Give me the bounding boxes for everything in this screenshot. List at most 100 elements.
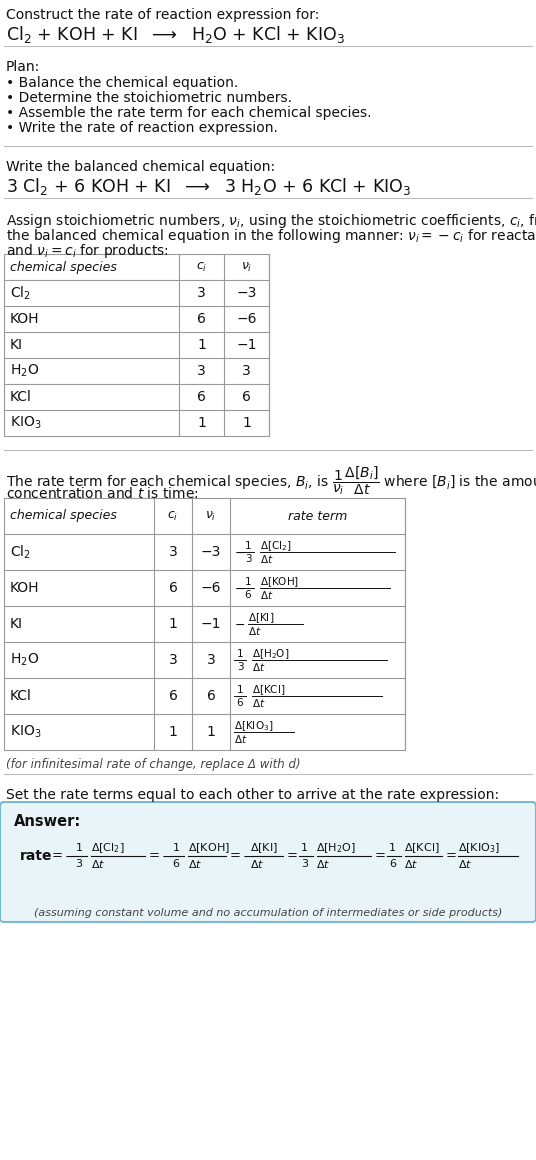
Text: chemical species: chemical species [10, 261, 117, 274]
Text: =: = [52, 849, 63, 863]
Text: The rate term for each chemical species, $B_i$, is $\dfrac{1}{\nu_i}\dfrac{\Delt: The rate term for each chemical species,… [6, 464, 536, 496]
Text: $c_i$: $c_i$ [196, 261, 207, 274]
Text: $-$: $-$ [242, 849, 253, 863]
Text: =: = [287, 849, 297, 863]
Text: $\Delta$[KOH]: $\Delta$[KOH] [188, 841, 230, 855]
Text: 6: 6 [168, 581, 177, 595]
Text: $\Delta t$: $\Delta t$ [91, 858, 105, 870]
Text: 1: 1 [389, 843, 396, 853]
Text: $\Delta[\mathrm{Cl_2}]$: $\Delta[\mathrm{Cl_2}]$ [260, 539, 292, 553]
Text: $\Delta t$: $\Delta t$ [260, 589, 273, 601]
Text: H$_2$O: H$_2$O [10, 363, 39, 379]
Text: KI: KI [10, 338, 23, 351]
Text: 1: 1 [197, 338, 206, 351]
Text: 1: 1 [237, 686, 243, 695]
Text: =: = [446, 849, 457, 863]
Text: 6: 6 [245, 590, 251, 600]
Text: • Determine the stoichiometric numbers.: • Determine the stoichiometric numbers. [6, 90, 292, 106]
Text: $\Delta[\mathrm{KCl}]$: $\Delta[\mathrm{KCl}]$ [252, 683, 285, 697]
Text: rate: rate [20, 849, 53, 863]
Text: $\Delta[\mathrm{KI}]$: $\Delta[\mathrm{KI}]$ [248, 611, 274, 625]
Text: 6: 6 [168, 689, 177, 703]
Bar [4, 498, 405, 751]
Text: =: = [229, 849, 241, 863]
Text: −3: −3 [236, 287, 257, 300]
Text: KIO$_3$: KIO$_3$ [10, 724, 42, 740]
FancyBboxPatch shape [0, 802, 536, 922]
Text: =: = [149, 849, 160, 863]
Text: and $\nu_i = c_i$ for products:: and $\nu_i = c_i$ for products: [6, 242, 169, 260]
Text: chemical species: chemical species [10, 509, 117, 522]
Text: −6: −6 [201, 581, 221, 595]
Text: $\Delta t$: $\Delta t$ [252, 697, 265, 709]
Text: $\Delta[\mathrm{KIO_3}]$: $\Delta[\mathrm{KIO_3}]$ [234, 719, 273, 733]
Text: 3: 3 [169, 545, 177, 559]
Text: 1: 1 [206, 725, 215, 739]
Text: KOH: KOH [10, 312, 40, 326]
Text: −1: −1 [201, 617, 221, 631]
Text: 3: 3 [197, 287, 206, 300]
Text: the balanced chemical equation in the following manner: $\nu_i = -c_i$ for react: the balanced chemical equation in the fo… [6, 227, 536, 245]
Text: 1: 1 [197, 416, 206, 430]
Text: $-$: $-$ [234, 617, 245, 631]
Text: $\nu_i$: $\nu_i$ [241, 261, 252, 274]
Text: 1: 1 [245, 577, 251, 587]
Text: (assuming constant volume and no accumulation of intermediates or side products): (assuming constant volume and no accumul… [34, 908, 502, 918]
Text: 6: 6 [197, 390, 206, 404]
Text: KOH: KOH [10, 581, 40, 595]
Text: KCl: KCl [10, 390, 32, 404]
Text: $\Delta$[H$_2$O]: $\Delta$[H$_2$O] [316, 841, 356, 855]
Text: 6: 6 [206, 689, 215, 703]
Text: $\Delta t$: $\Delta t$ [248, 625, 262, 637]
Text: rate term: rate term [288, 509, 347, 522]
Text: $c_i$: $c_i$ [167, 509, 178, 522]
Text: Answer:: Answer: [14, 814, 81, 829]
Text: • Balance the chemical equation.: • Balance the chemical equation. [6, 77, 238, 90]
Text: 3: 3 [197, 364, 206, 378]
Text: $-$: $-$ [234, 545, 245, 558]
Text: $\Delta t$: $\Delta t$ [234, 733, 248, 745]
Text: Assign stoichiometric numbers, $\nu_i$, using the stoichiometric coefficients, $: Assign stoichiometric numbers, $\nu_i$, … [6, 212, 536, 230]
Text: 3: 3 [169, 653, 177, 667]
Text: 3: 3 [301, 860, 308, 869]
Text: −1: −1 [236, 338, 257, 351]
Text: $\Delta$[Cl$_2$]: $\Delta$[Cl$_2$] [91, 841, 124, 855]
Text: Construct the rate of reaction expression for:: Construct the rate of reaction expressio… [6, 8, 319, 22]
Text: $\Delta[\mathrm{KOH}]$: $\Delta[\mathrm{KOH}]$ [260, 575, 299, 589]
Text: Write the balanced chemical equation:: Write the balanced chemical equation: [6, 160, 275, 174]
Text: 1: 1 [301, 843, 308, 853]
Text: $\Delta t$: $\Delta t$ [458, 858, 472, 870]
Text: concentration and $t$ is time:: concentration and $t$ is time: [6, 486, 199, 501]
Text: • Assemble the rate term for each chemical species.: • Assemble the rate term for each chemic… [6, 106, 371, 119]
Text: $\Delta t$: $\Delta t$ [316, 858, 331, 870]
Text: Cl$_2$: Cl$_2$ [10, 543, 31, 560]
Text: 3: 3 [237, 662, 243, 672]
Text: $\Delta$[KIO$_3$]: $\Delta$[KIO$_3$] [458, 841, 500, 855]
Text: =: = [375, 849, 385, 863]
Text: KIO$_3$: KIO$_3$ [10, 415, 42, 432]
Text: $\Delta[\mathrm{H_2O}]$: $\Delta[\mathrm{H_2O}]$ [252, 647, 289, 661]
Text: 6: 6 [197, 312, 206, 326]
Text: 3: 3 [76, 860, 83, 869]
Bar [4, 254, 269, 436]
Text: 6: 6 [242, 390, 251, 404]
Text: $\nu_i$: $\nu_i$ [205, 509, 217, 522]
Text: H$_2$O: H$_2$O [10, 652, 39, 668]
Text: KI: KI [10, 617, 23, 631]
Text: $\Delta t$: $\Delta t$ [405, 858, 419, 870]
Text: 3 $\mathrm{Cl_2}$ + 6 KOH + KI  $\longrightarrow$  3 $\mathrm{H_2O}$ + 6 KCl + $: 3 $\mathrm{Cl_2}$ + 6 KOH + KI $\longrig… [6, 176, 411, 197]
Text: $\Delta$[KI]: $\Delta$[KI] [250, 841, 279, 855]
Text: 1: 1 [242, 416, 251, 430]
Text: $\mathrm{Cl_2}$ + KOH + KI  $\longrightarrow$  $\mathrm{H_2O}$ + KCl + $\mathrm{: $\mathrm{Cl_2}$ + KOH + KI $\longrightar… [6, 24, 345, 45]
Text: (for infinitesimal rate of change, replace Δ with d): (for infinitesimal rate of change, repla… [6, 757, 301, 771]
Text: $-$: $-$ [64, 849, 76, 863]
Text: 3: 3 [206, 653, 215, 667]
Text: Cl$_2$: Cl$_2$ [10, 284, 31, 302]
Text: $-$: $-$ [234, 581, 245, 594]
Text: $\Delta t$: $\Delta t$ [250, 858, 265, 870]
Text: −3: −3 [201, 545, 221, 559]
Text: Plan:: Plan: [6, 60, 40, 74]
Text: $\Delta$[KCl]: $\Delta$[KCl] [405, 841, 440, 855]
Text: 3: 3 [245, 554, 251, 564]
Text: KCl: KCl [10, 689, 32, 703]
